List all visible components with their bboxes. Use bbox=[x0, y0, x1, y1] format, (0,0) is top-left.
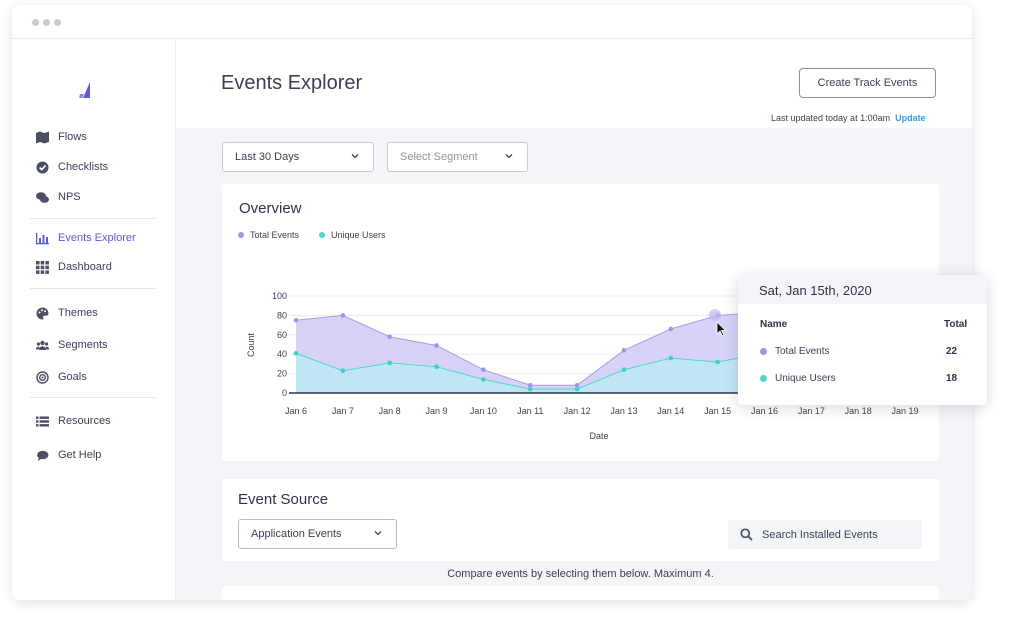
sidebar-item-label: Flows bbox=[58, 131, 87, 143]
sidebar-item-flows[interactable]: Flows bbox=[36, 127, 87, 147]
chevron-down-icon bbox=[351, 154, 359, 159]
tooltip-date: Sat, Jan 15th, 2020 bbox=[759, 283, 872, 298]
update-link[interactable]: Update bbox=[895, 113, 926, 123]
map-icon bbox=[36, 131, 49, 143]
sidebar-item-label: Dashboard bbox=[58, 261, 112, 273]
window-dot-icon[interactable] bbox=[43, 19, 50, 26]
overview-title: Overview bbox=[239, 200, 302, 217]
palette-icon bbox=[36, 307, 49, 319]
create-track-events-button[interactable]: Create Track Events bbox=[799, 68, 936, 98]
sidebar-item-get-help[interactable]: Get Help bbox=[36, 445, 101, 465]
sidebar-item-label: Goals bbox=[58, 371, 87, 383]
title-bar bbox=[12, 5, 972, 39]
search-placeholder: Search Installed Events bbox=[762, 528, 878, 541]
segment-select[interactable]: Select Segment bbox=[387, 142, 528, 172]
bar-chart-icon bbox=[36, 232, 49, 244]
sidebar-item-checklists[interactable]: Checklists bbox=[36, 157, 108, 177]
legend-item-total-events[interactable]: Total Events bbox=[238, 230, 299, 240]
chat-icon bbox=[37, 450, 49, 461]
total-events-swatch-icon bbox=[760, 348, 767, 355]
chevron-down-icon bbox=[374, 531, 382, 536]
compare-hint: Compare events by selecting them below. … bbox=[222, 562, 939, 585]
legend-item-unique-users[interactable]: Unique Users bbox=[319, 230, 386, 240]
total-events-swatch-icon bbox=[238, 232, 244, 238]
chat-bubbles-icon bbox=[36, 191, 49, 203]
tooltip-row-value: 22 bbox=[946, 346, 958, 357]
segment-placeholder: Select Segment bbox=[400, 151, 478, 163]
window-dot-icon[interactable] bbox=[54, 19, 61, 26]
tooltip-row-label: Total Events bbox=[775, 346, 830, 357]
sidebar-divider bbox=[30, 218, 156, 219]
unique-users-swatch-icon bbox=[319, 232, 325, 238]
search-installed-events[interactable]: Search Installed Events bbox=[728, 520, 922, 549]
search-icon bbox=[740, 528, 753, 541]
date-range-select[interactable]: Last 30 Days bbox=[222, 142, 374, 172]
sidebar-item-label: Segments bbox=[58, 339, 108, 351]
sidebar-divider bbox=[30, 397, 156, 398]
tooltip-header: Sat, Jan 15th, 2020 bbox=[738, 275, 987, 304]
sidebar-divider bbox=[30, 288, 156, 289]
list-icon bbox=[36, 416, 49, 426]
sidebar-item-label: Events Explorer bbox=[58, 232, 136, 244]
event-type-value: Application Events bbox=[251, 528, 342, 540]
tooltip-row-unique-users: Unique Users bbox=[760, 373, 836, 384]
event-source-title: Event Source bbox=[238, 491, 329, 508]
sidebar-item-label: NPS bbox=[58, 191, 81, 203]
legend-label: Unique Users bbox=[331, 230, 386, 240]
last-updated-text: Last updated today at 1:00am bbox=[771, 113, 891, 123]
grid-icon bbox=[36, 260, 49, 274]
sidebar-item-events-explorer[interactable]: Events Explorer bbox=[36, 228, 136, 248]
window-dot-icon[interactable] bbox=[32, 19, 39, 26]
sidebar-item-goals[interactable]: Goals bbox=[36, 367, 87, 387]
sidebar-item-label: Resources bbox=[58, 415, 111, 427]
page-title: Events Explorer bbox=[221, 72, 363, 94]
chart-tooltip: Sat, Jan 15th, 2020 Name Total Total Eve… bbox=[738, 275, 987, 405]
target-icon bbox=[36, 370, 49, 384]
tooltip-col-name: Name bbox=[760, 319, 788, 330]
event-type-select[interactable]: Application Events bbox=[238, 519, 397, 549]
tooltip-row-total-events: Total Events bbox=[760, 346, 829, 357]
tooltip-row-label: Unique Users bbox=[775, 373, 836, 384]
sidebar-item-label: Checklists bbox=[58, 161, 109, 173]
app-logo-icon bbox=[79, 82, 90, 98]
sidebar: Flows Checklists NPS Events Explorer Das… bbox=[12, 39, 176, 600]
tooltip-row-value: 18 bbox=[946, 373, 958, 384]
sidebar-item-themes[interactable]: Themes bbox=[36, 303, 98, 323]
users-icon bbox=[36, 340, 49, 350]
tooltip-col-total: Total bbox=[944, 319, 968, 330]
date-range-value: Last 30 Days bbox=[235, 151, 300, 163]
sidebar-item-label: Themes bbox=[58, 307, 98, 319]
unique-users-swatch-icon bbox=[760, 375, 767, 382]
sidebar-item-dashboard[interactable]: Dashboard bbox=[36, 257, 112, 277]
sidebar-item-segments[interactable]: Segments bbox=[36, 335, 108, 355]
sidebar-item-resources[interactable]: Resources bbox=[36, 411, 111, 431]
sidebar-item-label: Get Help bbox=[58, 449, 102, 461]
check-circle-icon bbox=[36, 161, 49, 173]
last-updated: Last updated today at 1:00am Update bbox=[771, 113, 926, 123]
events-table-card bbox=[222, 586, 939, 600]
page-header: Events Explorer Create Track Events bbox=[176, 39, 972, 128]
chevron-down-icon bbox=[505, 154, 513, 159]
legend-label: Total Events bbox=[250, 230, 300, 240]
sidebar-item-nps[interactable]: NPS bbox=[36, 187, 81, 207]
